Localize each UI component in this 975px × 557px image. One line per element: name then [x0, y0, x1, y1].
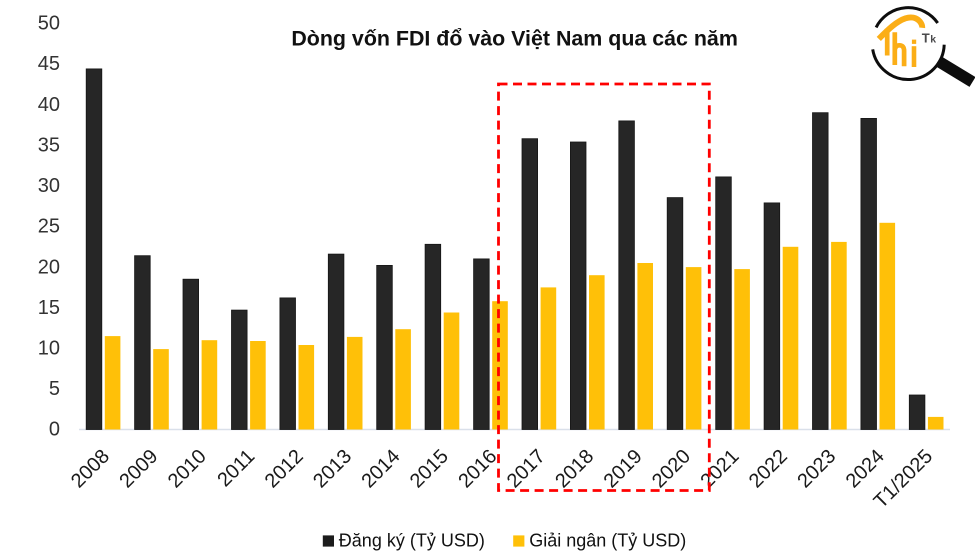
svg-text:Giải ngân (Tỷ USD): Giải ngân (Tỷ USD) [529, 530, 686, 550]
svg-text:35: 35 [38, 134, 60, 156]
svg-text:30: 30 [38, 175, 60, 197]
svg-text:0: 0 [49, 419, 60, 441]
svg-text:20: 20 [38, 256, 60, 278]
svg-text:Đăng ký (Tỷ USD): Đăng ký (Tỷ USD) [339, 530, 485, 550]
svg-text:T: T [922, 30, 930, 45]
svg-text:5: 5 [49, 378, 60, 400]
svg-text:40: 40 [38, 94, 60, 116]
svg-text:15: 15 [38, 297, 60, 319]
svg-text:45: 45 [38, 53, 60, 75]
svg-text:10: 10 [38, 338, 60, 360]
svg-text:Dòng vốn FDI đổ vào Việt Nam q: Dòng vốn FDI đổ vào Việt Nam qua các năm [291, 27, 738, 51]
svg-text:25: 25 [38, 216, 60, 238]
svg-text:50: 50 [38, 13, 60, 35]
svg-text:k: k [930, 33, 936, 45]
